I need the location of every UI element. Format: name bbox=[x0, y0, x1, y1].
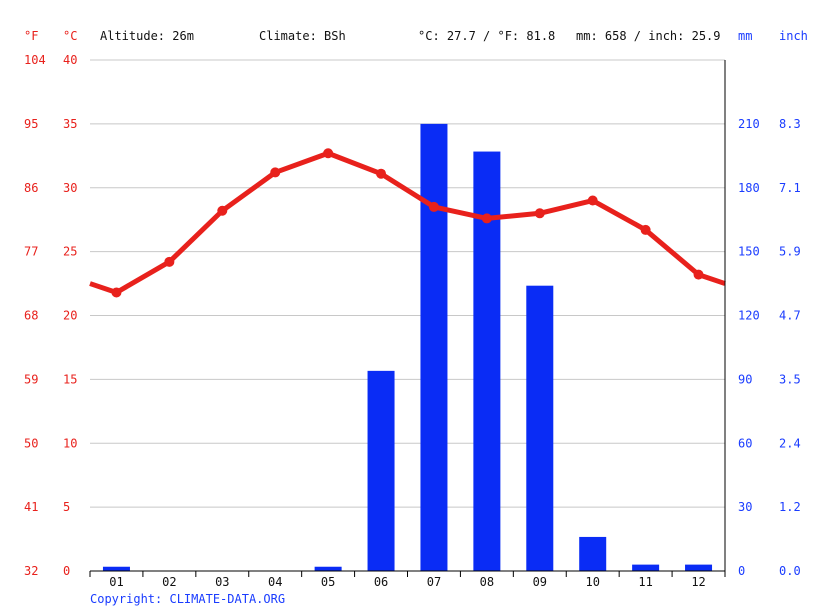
mm-tick-label: 90 bbox=[738, 372, 752, 386]
climate-label: Climate: BSh bbox=[259, 29, 346, 43]
temperature-series-line bbox=[89, 150, 726, 296]
celsius-tick-label: 20 bbox=[63, 309, 77, 323]
fahrenheit-tick-label: 86 bbox=[24, 181, 38, 195]
mm-tick-label: 120 bbox=[738, 309, 760, 323]
fahrenheit-tick-label: 104 bbox=[24, 53, 46, 67]
fahrenheit-tick-label: 59 bbox=[24, 372, 38, 386]
celsius-tick-label: 5 bbox=[63, 500, 70, 514]
mm-tick-label: 180 bbox=[738, 181, 760, 195]
month-label: 08 bbox=[480, 575, 494, 589]
temperature-point bbox=[164, 256, 175, 267]
temperature-point bbox=[481, 213, 492, 224]
altitude-label: Altitude: 26m bbox=[100, 29, 194, 43]
precipitation-bar bbox=[579, 536, 607, 571]
inch-tick-label: 0.0 bbox=[779, 564, 801, 578]
precipitation-bar bbox=[102, 566, 130, 571]
inch-tick-label: 2.4 bbox=[779, 436, 801, 450]
celsius-tick-label: 40 bbox=[63, 53, 77, 67]
mm-tick-label: 0 bbox=[738, 564, 745, 578]
fahrenheit-tick-label: 77 bbox=[24, 245, 38, 259]
month-label: 09 bbox=[533, 575, 547, 589]
fahrenheit-unit-label: °F bbox=[24, 29, 38, 43]
inch-tick-label: 8.3 bbox=[779, 117, 801, 131]
mm-tick-label: 60 bbox=[738, 436, 752, 450]
copyright-link[interactable]: Copyright: CLIMATE-DATA.ORG bbox=[90, 592, 286, 606]
month-label: 07 bbox=[427, 575, 441, 589]
inch-tick-label: 7.1 bbox=[779, 181, 801, 195]
temperature-point bbox=[270, 167, 281, 178]
month-label: 10 bbox=[585, 575, 599, 589]
fahrenheit-tick-label: 32 bbox=[24, 564, 38, 578]
mm-tick-label: 30 bbox=[738, 500, 752, 514]
month-label: 02 bbox=[162, 575, 176, 589]
inch-tick-label: 4.7 bbox=[779, 309, 801, 323]
precipitation-bar bbox=[420, 123, 448, 571]
inch-tick-label: 5.9 bbox=[779, 245, 801, 259]
precipitation-bar bbox=[314, 566, 342, 571]
grid-lines bbox=[90, 59, 725, 508]
inch-tick-label: 3.5 bbox=[779, 372, 801, 386]
celsius-unit-label: °C bbox=[63, 29, 77, 43]
precipitation-bar bbox=[685, 564, 713, 571]
mm-tick-label: 150 bbox=[738, 245, 760, 259]
temperature-point bbox=[111, 287, 122, 298]
fahrenheit-tick-label: 41 bbox=[24, 500, 38, 514]
fahrenheit-tick-label: 50 bbox=[24, 436, 38, 450]
month-label: 03 bbox=[215, 575, 229, 589]
temperature-point bbox=[323, 148, 334, 159]
month-label: 12 bbox=[691, 575, 705, 589]
temperature-point bbox=[428, 201, 439, 212]
temperature-point bbox=[217, 205, 228, 216]
celsius-tick-label: 25 bbox=[63, 245, 77, 259]
celsius-tick-label: 0 bbox=[63, 564, 70, 578]
temperature-point bbox=[376, 168, 387, 179]
month-axis: 01 02 03 04 05 06 07 08 09 10 11 12 bbox=[89, 571, 726, 589]
celsius-tick-label: 15 bbox=[63, 372, 77, 386]
temperature-point bbox=[534, 208, 545, 219]
temperature-point bbox=[640, 224, 651, 235]
mm-unit-label: mm bbox=[738, 29, 752, 43]
precipitation-bars bbox=[102, 123, 713, 571]
month-label: 11 bbox=[638, 575, 652, 589]
precipitation-bar bbox=[526, 285, 554, 571]
precipitation-bar bbox=[367, 370, 395, 571]
fahrenheit-tick-label: 68 bbox=[24, 309, 38, 323]
left-axis-labels: 104 40 95 35 86 30 77 25 68 20 59 15 50 10 41 5 32 0 bbox=[24, 53, 77, 578]
temperature-point bbox=[587, 195, 598, 206]
right-axis-labels: 210 8.3 180 7.1 150 5.9 120 4.7 90 3.5 60 2.4 30 1.2 0… bbox=[738, 117, 801, 578]
fahrenheit-tick-label: 95 bbox=[24, 117, 38, 131]
month-label: 01 bbox=[109, 575, 123, 589]
month-label: 05 bbox=[321, 575, 335, 589]
precipitation-summary: mm: 658 / inch: 25.9 bbox=[576, 29, 721, 43]
month-label: 06 bbox=[374, 575, 388, 589]
precipitation-bar bbox=[632, 564, 660, 571]
inch-unit-label: inch bbox=[779, 29, 808, 43]
inch-tick-label: 1.2 bbox=[779, 500, 801, 514]
temperature-summary: °C: 27.7 / °F: 81.8 bbox=[418, 29, 555, 43]
month-label: 04 bbox=[268, 575, 282, 589]
celsius-tick-label: 30 bbox=[63, 181, 77, 195]
temperature-point bbox=[693, 269, 704, 280]
celsius-tick-label: 35 bbox=[63, 117, 77, 131]
mm-tick-label: 210 bbox=[738, 117, 760, 131]
celsius-tick-label: 10 bbox=[63, 436, 77, 450]
temperature-line bbox=[89, 148, 726, 298]
